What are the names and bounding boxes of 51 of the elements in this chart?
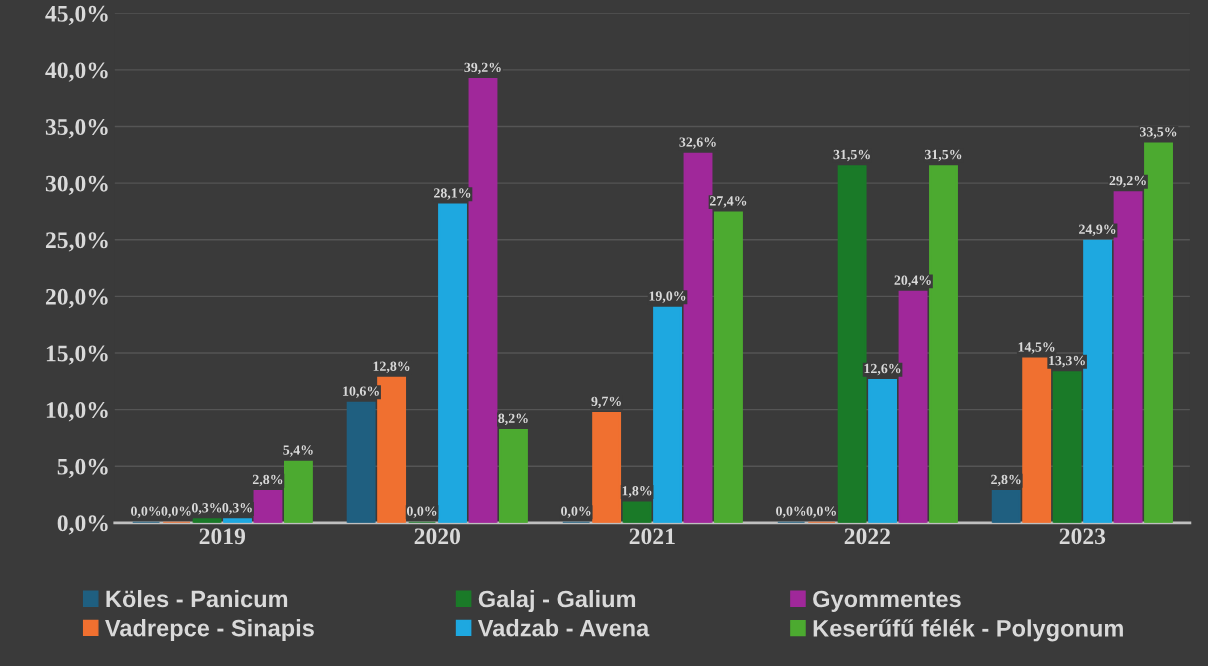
- x-tick-label: 2022: [844, 528, 890, 545]
- y-tick-label: 10,0%: [46, 402, 108, 422]
- data-label: 2,8%: [252, 474, 283, 487]
- data-label: 31,5%: [924, 149, 962, 162]
- legend-label: Köles - Panicum: [106, 590, 288, 608]
- data-label: 0,0%: [161, 506, 191, 518]
- data-label: 14,5%: [1018, 342, 1055, 354]
- legend-label: Vadrepce - Sinapis: [105, 619, 314, 642]
- data-label: 0,3%: [222, 503, 252, 515]
- data-label: 19,0%: [649, 291, 686, 303]
- data-label: 24,9%: [1079, 224, 1116, 236]
- data-label: 39,2%: [464, 62, 501, 75]
- legend-label: Gyommentes: [813, 590, 961, 613]
- data-label: 1,8%: [622, 486, 652, 498]
- data-label: 8,2%: [498, 413, 528, 425]
- legend-label: Galaj - Galium: [478, 590, 636, 613]
- y-tick-label: 20,0%: [45, 288, 108, 309]
- legend-label: Keserűfű félék - Polygonum: [813, 619, 1123, 642]
- x-tick-label: 2023: [1059, 528, 1106, 545]
- data-label: 27,4%: [709, 196, 747, 208]
- data-label: 12,6%: [864, 363, 901, 376]
- y-tick-label: 45,0%: [45, 5, 108, 26]
- data-label: 12,8%: [373, 361, 410, 373]
- x-tick-label: 2020: [414, 528, 461, 545]
- legend-label: Vadzab - Avena: [477, 619, 650, 637]
- data-label: 5,4%: [283, 445, 313, 457]
- data-label: 0,0%: [131, 506, 161, 518]
- y-tick-label: 0,0%: [57, 515, 108, 535]
- data-label: 0,0%: [776, 506, 806, 518]
- y-tick-label: 30,0%: [45, 175, 108, 195]
- y-tick-label: 35,0%: [45, 119, 108, 139]
- data-label: 0,3%: [191, 503, 222, 515]
- data-label: 33,5%: [1139, 127, 1177, 139]
- data-label: 0,0%: [561, 506, 591, 518]
- y-tick-label: 15,0%: [46, 345, 108, 365]
- data-label: 29,2%: [1109, 175, 1146, 188]
- x-tick-label: 2021: [629, 528, 675, 545]
- data-label: 32,6%: [679, 137, 716, 149]
- data-label: 28,1%: [434, 188, 471, 200]
- data-label: 9,7%: [591, 396, 621, 409]
- y-tick-label: 40,0%: [45, 62, 108, 82]
- data-label: 13,3%: [1049, 355, 1085, 368]
- data-label: 2,8%: [991, 474, 1021, 487]
- data-label: 10,6%: [343, 386, 379, 398]
- data-label: 31,5%: [833, 149, 870, 162]
- x-tick-label: 2019: [199, 528, 246, 545]
- data-label: 0,0%: [806, 506, 836, 518]
- y-tick-label: 25,0%: [45, 232, 108, 252]
- data-label: 20,4%: [894, 275, 931, 287]
- data-label: 0,0%: [406, 506, 437, 518]
- y-tick-label: 5,0%: [57, 458, 108, 479]
